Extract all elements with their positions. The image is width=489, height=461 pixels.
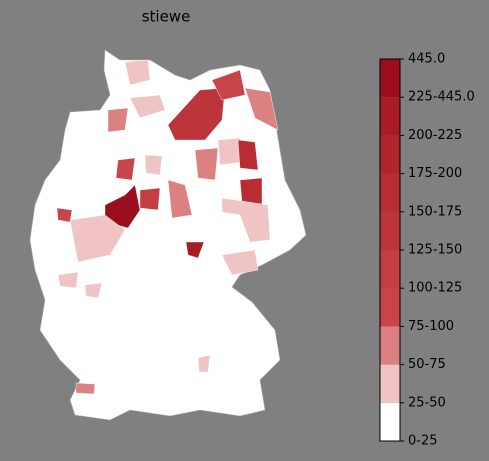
- district: [194, 147, 219, 181]
- colorbar-segment: [380, 288, 400, 327]
- colorbar-label: 125-150: [408, 243, 462, 258]
- district: [221, 249, 259, 276]
- district: [197, 354, 211, 373]
- district: [144, 154, 163, 176]
- colorbar-segment: [380, 364, 400, 403]
- colorbar-label: 50-75: [408, 357, 446, 372]
- colorbar-label: 75-100: [408, 319, 454, 334]
- district: [237, 139, 259, 171]
- colorbar-segment: [380, 135, 400, 174]
- district: [221, 197, 271, 243]
- district: [57, 271, 79, 289]
- colorbar-label: 25-50: [408, 395, 446, 410]
- district: [107, 107, 129, 133]
- colorbar-segment: [380, 326, 400, 365]
- map-title: stiewe: [142, 8, 191, 26]
- colorbar-label: 445.0: [408, 52, 445, 67]
- district: [124, 59, 151, 86]
- district: [75, 382, 96, 395]
- colorbar-label: 225-445.0: [408, 90, 475, 105]
- colorbar-segment: [380, 97, 400, 136]
- colorbar-segment: [380, 402, 400, 441]
- district: [211, 69, 246, 101]
- colorbar-segment: [380, 59, 400, 98]
- district: [115, 157, 136, 181]
- district: [129, 94, 166, 119]
- colorbar-label: 200-225: [408, 128, 462, 143]
- district: [244, 87, 279, 131]
- district: [56, 207, 73, 223]
- district: [185, 241, 205, 259]
- district: [239, 177, 263, 206]
- colorbar-label: 100-125: [408, 281, 462, 296]
- colorbar-segment: [380, 211, 400, 250]
- colorbar-label: 150-175: [408, 204, 462, 219]
- district: [167, 87, 226, 141]
- germany-map: [29, 49, 307, 421]
- district: [167, 179, 193, 219]
- colorbar-label: 0-25: [408, 434, 438, 449]
- colorbar-segment: [380, 250, 400, 289]
- district: [139, 187, 161, 211]
- colorbar-segment: [380, 173, 400, 212]
- colorbar: 0-25 25-50 50-75 75-100 100-125 125-150 150-17…: [379, 52, 475, 449]
- district: [84, 282, 103, 299]
- colorbar-label: 175-200: [408, 166, 462, 181]
- district: [69, 214, 126, 263]
